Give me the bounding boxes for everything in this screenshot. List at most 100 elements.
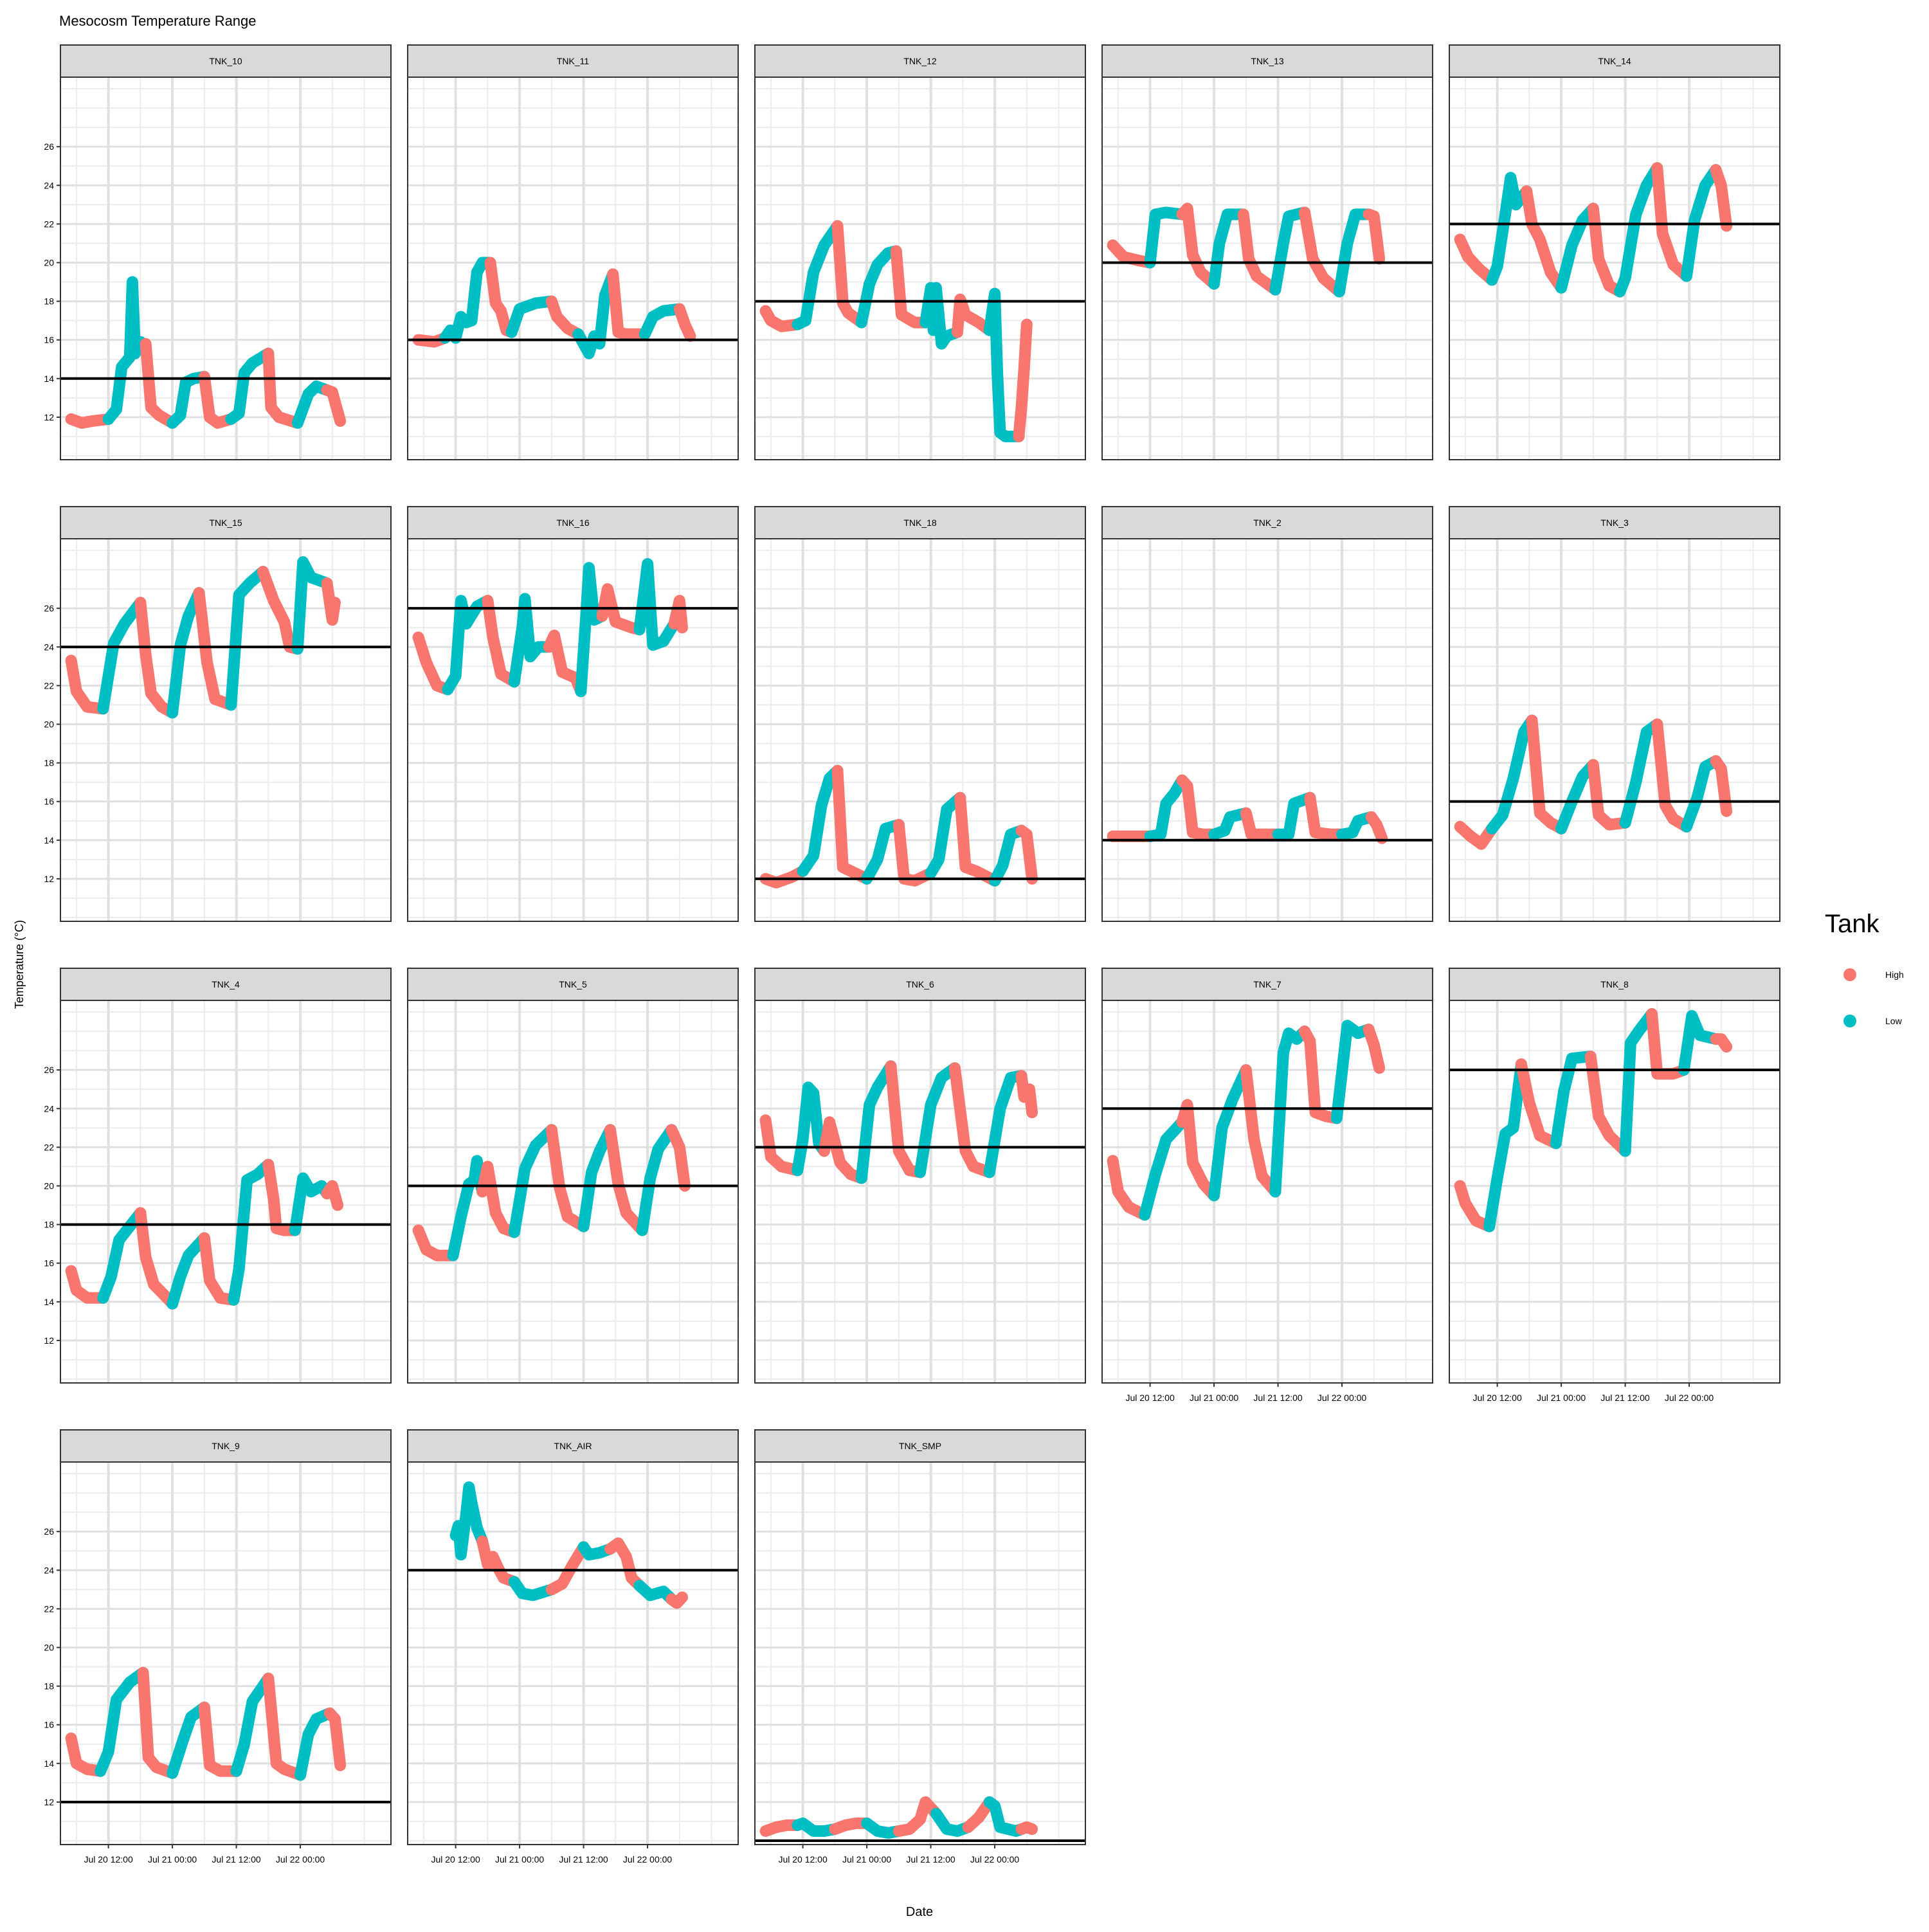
- series-low: [1555, 203, 1599, 294]
- x-tick-label: Jul 21 12:00: [212, 1854, 260, 1864]
- y-tick-label: 26: [44, 1526, 54, 1537]
- x-tick-label: Jul 22 00:00: [623, 1854, 672, 1864]
- series-high: [1363, 208, 1386, 265]
- facet-panel-tnk_6: TNK_6: [754, 968, 1086, 1384]
- facet-strip: [407, 506, 739, 539]
- legend-label-low: Low: [1885, 1016, 1903, 1026]
- facet-panel-tnk_15: TNK_15 12 14 16 18 20 22 24 26: [44, 506, 392, 922]
- series-high: [607, 268, 651, 340]
- facet-panel-tnk_11: TNK_11: [407, 44, 739, 460]
- series-high: [193, 587, 237, 711]
- series-high: [262, 1159, 301, 1236]
- series-low: [792, 220, 844, 330]
- series-high: [198, 1232, 240, 1306]
- series-high: [1651, 162, 1692, 282]
- series-high: [198, 370, 237, 429]
- series-high: [1176, 1099, 1220, 1202]
- facet-strip: [60, 1429, 392, 1463]
- series-low: [228, 1159, 275, 1306]
- facet-panel-tnk_16: TNK_16: [407, 506, 739, 922]
- x-axis-label: Date: [906, 1905, 933, 1919]
- series-low: [575, 562, 608, 698]
- panel-background: [1449, 539, 1780, 921]
- series-high: [321, 577, 341, 626]
- series-high: [134, 597, 179, 719]
- y-tick-label: 24: [44, 1565, 54, 1575]
- panel-background: [1449, 77, 1780, 460]
- series-high: [1454, 1180, 1496, 1232]
- x-tick-label: Jul 21 12:00: [559, 1854, 608, 1864]
- series-high: [1710, 1033, 1733, 1053]
- panel-background: [60, 539, 391, 921]
- series-high: [65, 1732, 107, 1777]
- series-low: [167, 1701, 210, 1779]
- y-tick-label: 22: [44, 1142, 54, 1152]
- series-low: [508, 1124, 557, 1238]
- x-tick-label: Jul 22 00:00: [970, 1854, 1019, 1864]
- facet-label: TNK_4: [212, 979, 240, 989]
- series-high: [65, 1265, 109, 1304]
- series-high: [759, 1114, 804, 1177]
- facet-label: TNK_2: [1253, 518, 1281, 528]
- panel-background: [1102, 77, 1433, 460]
- series-low: [1272, 791, 1316, 840]
- series-low: [1144, 206, 1188, 269]
- series-high: [604, 1124, 648, 1236]
- facet-label: TNK_AIR: [554, 1441, 592, 1451]
- y-tick-label: 16: [44, 335, 54, 345]
- series-low: [1269, 1025, 1310, 1198]
- facet-panel-tnk_14: TNK_14: [1449, 44, 1780, 460]
- facet-panel-tnk_5: TNK_5: [407, 968, 739, 1384]
- series-low: [1208, 807, 1252, 840]
- x-tick-label: Jul 20 12:00: [778, 1854, 827, 1864]
- series-high: [321, 384, 347, 427]
- series-low: [167, 1232, 210, 1310]
- series-high: [65, 413, 114, 429]
- facet-strip: [754, 968, 1086, 1001]
- series-low: [442, 595, 494, 696]
- x-tick-label: Jul 21 00:00: [1190, 1393, 1238, 1403]
- facet-label: TNK_3: [1600, 518, 1629, 528]
- y-tick-label: 14: [44, 1297, 54, 1307]
- series-high: [545, 295, 584, 340]
- series-low: [447, 1155, 489, 1261]
- series-low: [577, 1124, 616, 1232]
- y-tick-label: 22: [44, 1603, 54, 1614]
- series-high: [1237, 208, 1281, 296]
- x-tick-label: Jul 21 00:00: [842, 1854, 891, 1864]
- x-tick-label: Jul 21 12:00: [1253, 1393, 1302, 1403]
- series-high: [831, 220, 867, 329]
- legend-title: Tank: [1825, 910, 1879, 938]
- legend: High Low: [1843, 968, 1904, 1027]
- series-high: [65, 655, 109, 715]
- series-low: [1550, 1051, 1597, 1150]
- series-high: [1015, 824, 1038, 885]
- series-low: [439, 257, 496, 344]
- x-tick-label: Jul 22 00:00: [1318, 1393, 1366, 1403]
- series-high: [1365, 811, 1388, 844]
- facet-strip: [754, 1429, 1086, 1463]
- panel-background: [408, 539, 738, 921]
- series-low: [95, 1666, 149, 1777]
- series-high: [962, 1796, 995, 1833]
- series-high: [1584, 1051, 1631, 1157]
- series-low: [97, 597, 147, 715]
- series-high: [1710, 164, 1733, 232]
- series-high: [831, 764, 873, 885]
- series-high: [137, 1666, 179, 1779]
- y-tick-label: 24: [44, 642, 54, 652]
- facet-strip: [60, 44, 392, 78]
- series-low: [1483, 1058, 1527, 1232]
- facet-panel-tnk_3: TNK_3: [1449, 506, 1780, 922]
- y-tick-label: 16: [44, 1720, 54, 1730]
- series-low: [983, 287, 1025, 442]
- series-high: [545, 1541, 590, 1596]
- series-low: [505, 295, 557, 338]
- facet-label: TNK_16: [556, 518, 590, 528]
- y-tick-label: 12: [44, 1335, 54, 1346]
- x-tick-label: Jul 22 00:00: [1665, 1393, 1714, 1403]
- series-high: [1299, 206, 1345, 298]
- series-high: [476, 1535, 520, 1588]
- series-low: [291, 556, 333, 655]
- facet-strip: [1101, 44, 1433, 78]
